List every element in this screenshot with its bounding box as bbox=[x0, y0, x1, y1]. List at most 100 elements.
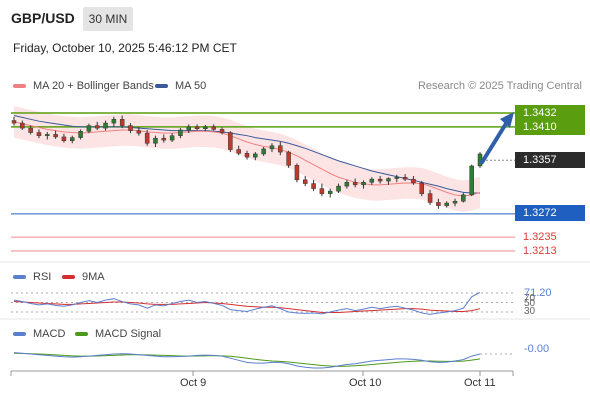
candle-body bbox=[94, 125, 100, 129]
candle-body bbox=[86, 125, 92, 132]
candle-body bbox=[386, 178, 391, 182]
resistance-label-1: 1.3432 bbox=[515, 105, 585, 121]
candle-body bbox=[469, 165, 474, 196]
candle-body bbox=[36, 132, 42, 136]
candle-body bbox=[269, 145, 275, 150]
candle-body bbox=[311, 183, 316, 189]
legend-macd: MACD bbox=[13, 328, 65, 340]
timeframe-button[interactable]: 30 MIN bbox=[83, 7, 133, 31]
rsi-ma-line bbox=[13, 301, 481, 313]
ma50-swatch bbox=[155, 84, 168, 88]
candle-body bbox=[419, 182, 424, 194]
legend-rsi-label: RSI bbox=[33, 271, 52, 283]
rsi-ma-swatch bbox=[62, 275, 75, 279]
candle-body bbox=[377, 178, 383, 182]
legend-rsi-ma: 9MA bbox=[62, 271, 105, 283]
timestamp: Friday, October 10, 2025 5:46:12 PM CET bbox=[13, 41, 237, 55]
support-label-3: 1.3213 bbox=[523, 245, 557, 257]
candle-body bbox=[344, 182, 350, 187]
candle-body bbox=[203, 126, 208, 130]
rsi-swatch bbox=[13, 275, 26, 279]
candle-body bbox=[319, 188, 325, 194]
rsi-level-50: 50 bbox=[524, 298, 536, 309]
candle-body bbox=[186, 126, 191, 131]
candle-body bbox=[461, 194, 466, 202]
candle-body bbox=[70, 137, 75, 141]
symbol-title: GBP/USD bbox=[11, 10, 75, 26]
macd-line bbox=[13, 352, 481, 369]
macd-value: -0.00 bbox=[524, 343, 550, 355]
candle-body bbox=[452, 200, 458, 204]
ma20-line bbox=[13, 121, 481, 197]
candle-body bbox=[411, 178, 416, 184]
candle-body bbox=[219, 129, 225, 133]
macd-swatch bbox=[13, 332, 26, 336]
candle-body bbox=[11, 120, 17, 124]
candle-body bbox=[128, 125, 133, 131]
support-label-1: 1.3272 bbox=[515, 205, 585, 221]
macd-signal-swatch bbox=[75, 332, 88, 336]
candle-body bbox=[53, 134, 58, 138]
candle-body bbox=[103, 122, 108, 129]
support-label-2: 1.3235 bbox=[523, 231, 557, 243]
candle-body bbox=[45, 134, 50, 136]
candle-body bbox=[361, 182, 366, 186]
rsi-line bbox=[13, 291, 481, 315]
ma50-line bbox=[13, 115, 480, 194]
candle-body bbox=[303, 179, 308, 184]
candle-body bbox=[28, 127, 33, 133]
projection-arrowhead bbox=[500, 112, 514, 128]
candle-body bbox=[178, 129, 183, 136]
candle-body bbox=[369, 178, 375, 183]
candle-body bbox=[244, 153, 250, 158]
ma20-swatch bbox=[13, 84, 26, 88]
candle-body bbox=[236, 149, 241, 154]
candle-body bbox=[294, 165, 300, 181]
candle-body bbox=[336, 185, 341, 192]
legend-macd-label: MACD bbox=[33, 328, 66, 340]
rsi-level-70: 70 bbox=[524, 293, 536, 304]
projection-arrow bbox=[480, 120, 509, 165]
research-credit: Research © 2025 Trading Central bbox=[417, 80, 582, 92]
candle-body bbox=[436, 202, 441, 206]
rsi-level-30: 30 bbox=[524, 306, 536, 317]
candle-body bbox=[228, 132, 233, 150]
candle-body bbox=[253, 153, 258, 158]
x-label-oct10: Oct 10 bbox=[349, 377, 382, 389]
legend-rsi-ma-label: 9MA bbox=[82, 271, 105, 283]
chart-header: GBP/USD 30 MIN Friday, October 10, 2025 … bbox=[0, 0, 590, 70]
x-label-oct9: Oct 9 bbox=[180, 377, 207, 389]
candle-body bbox=[278, 145, 283, 153]
candle-body bbox=[286, 151, 291, 166]
candle-body bbox=[327, 190, 333, 194]
rsi-value: 71.20 bbox=[524, 287, 552, 299]
candle-body bbox=[78, 131, 83, 138]
candle-body bbox=[161, 137, 167, 141]
candle-body bbox=[394, 177, 400, 179]
legend-ma50-label: MA 50 bbox=[175, 80, 207, 92]
legend-ma20-label: MA 20 + Bollinger Bands bbox=[33, 80, 154, 92]
candle-body bbox=[402, 177, 408, 180]
candle-body bbox=[136, 130, 142, 134]
candle-body bbox=[119, 119, 125, 126]
candle-body bbox=[111, 119, 117, 124]
x-label-oct11: Oct 11 bbox=[464, 377, 496, 389]
candle-body bbox=[194, 126, 200, 130]
candle-body bbox=[261, 148, 266, 155]
resistance-label-2: 1.3410 bbox=[515, 119, 585, 135]
candle-body bbox=[169, 135, 175, 141]
candle-body bbox=[153, 137, 158, 144]
candle-body bbox=[211, 126, 216, 130]
candle-body bbox=[144, 132, 150, 144]
candle-body bbox=[427, 193, 433, 203]
current-price-label: 1.3357 bbox=[515, 152, 585, 168]
candle-body bbox=[20, 122, 25, 129]
candle-body bbox=[61, 136, 67, 141]
legend-macd-signal-label: MACD Signal bbox=[95, 328, 162, 340]
candle-body bbox=[352, 182, 358, 186]
candle-body bbox=[444, 202, 449, 206]
legend-ma20: MA 20 + Bollinger Bands bbox=[13, 80, 154, 92]
legend-rsi: RSI bbox=[13, 271, 51, 283]
macd-signal-line bbox=[13, 352, 481, 367]
